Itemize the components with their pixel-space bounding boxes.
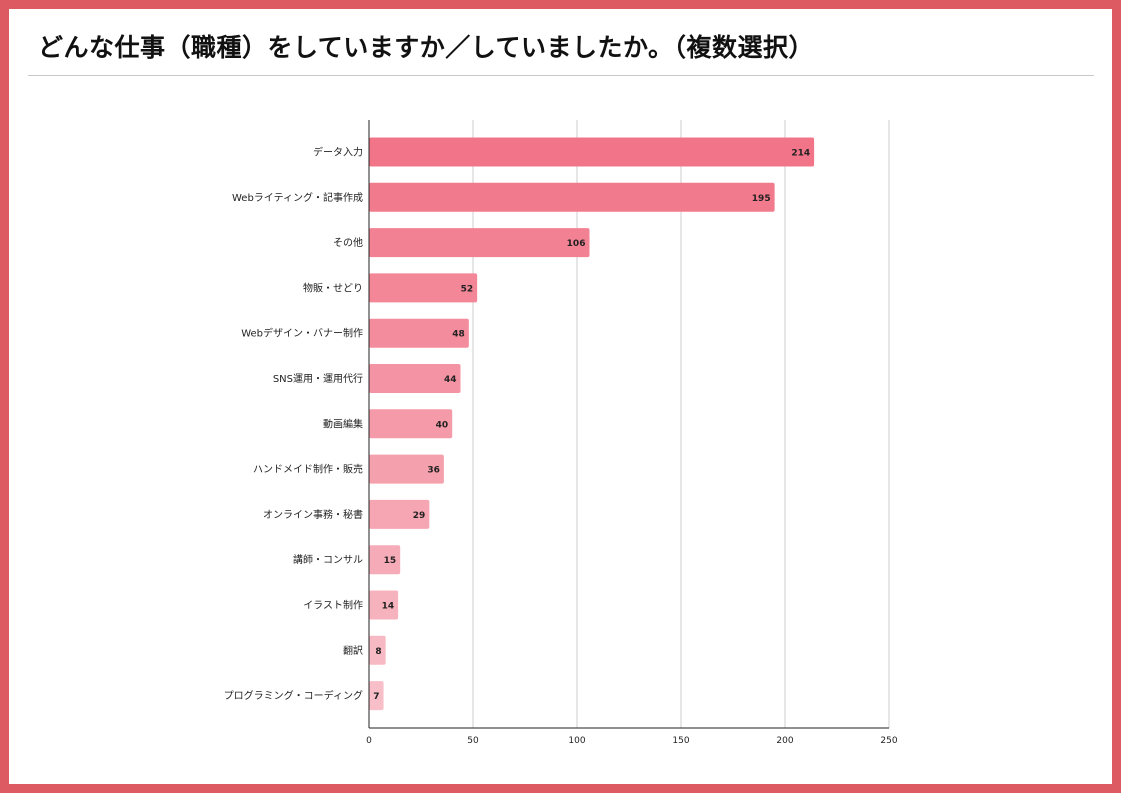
- gridlines: [472, 120, 890, 728]
- category-label: プログラミング・コーディング: [224, 689, 363, 702]
- value-label: 44: [444, 375, 457, 385]
- bar: [369, 318, 469, 348]
- value-label: 40: [436, 420, 449, 430]
- value-label: 36: [427, 466, 440, 476]
- bar: [369, 545, 401, 575]
- bar: [369, 454, 444, 484]
- value-label: 29: [413, 511, 426, 521]
- x-tick-label: 250: [880, 736, 897, 746]
- bar: [369, 273, 478, 303]
- category-label: Webライティング・記事作成: [232, 191, 363, 204]
- bars: [369, 137, 815, 711]
- bar: [369, 228, 590, 258]
- value-label: 48: [452, 330, 465, 340]
- category-label: 動画編集: [323, 417, 363, 430]
- category-label: 翻訳: [343, 644, 363, 657]
- category-label: 講師・コンサル: [293, 553, 363, 566]
- bar: [369, 499, 430, 529]
- value-label: 8: [375, 647, 381, 657]
- bar: [369, 137, 815, 167]
- value-label: 195: [752, 194, 771, 204]
- category-label: データ入力: [313, 146, 363, 159]
- category-label: ハンドメイド制作・販売: [253, 463, 363, 476]
- category-label: SNS運用・運用代行: [273, 372, 363, 385]
- category-label: 物販・せどり: [303, 281, 363, 294]
- title-divider: [28, 75, 1094, 76]
- value-label: 214: [791, 149, 810, 159]
- x-tick-label: 200: [776, 736, 793, 746]
- category-label: Webデザイン・バナー制作: [241, 327, 363, 340]
- bar: [369, 635, 386, 665]
- labels: 0 50 100 150 200 250 214 データ入力 195 Webライティング・記事作成…: [224, 146, 898, 747]
- x-tick-label: 50: [467, 736, 479, 746]
- category-label: オンライン事務・秘書: [263, 508, 363, 521]
- chart-title: どんな仕事（職種）をしていますか／していましたか。（複数選択）: [38, 33, 815, 62]
- value-label: 15: [384, 556, 397, 566]
- value-label: 14: [382, 602, 395, 612]
- bar: [369, 590, 399, 620]
- category-label: その他: [333, 236, 363, 249]
- value-label: 106: [567, 239, 586, 249]
- category-label: イラスト制作: [303, 599, 363, 612]
- x-tick-label: 150: [672, 736, 689, 746]
- axes: [368, 120, 889, 729]
- value-label: 52: [461, 284, 474, 294]
- x-tick-label: 100: [568, 736, 585, 746]
- bar: [369, 409, 453, 439]
- x-tick-label: 0: [366, 736, 372, 746]
- value-label: 7: [373, 692, 379, 702]
- bar: [369, 182, 775, 212]
- bar: [369, 364, 461, 393]
- bar: [369, 681, 384, 711]
